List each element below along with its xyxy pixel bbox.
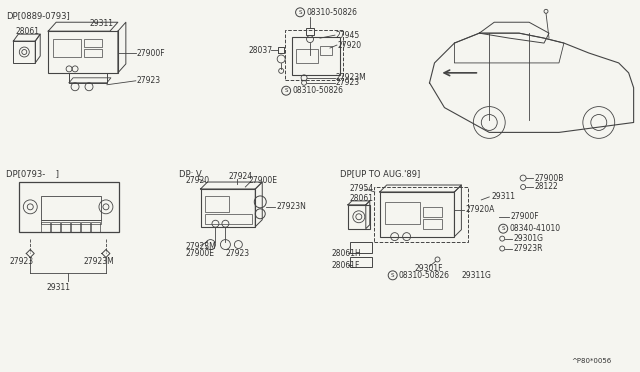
Bar — [61, 222, 70, 232]
Text: DP[0889-0793]: DP[0889-0793] — [6, 11, 70, 20]
Text: 29301G: 29301G — [513, 234, 543, 243]
Text: 27923N: 27923N — [276, 202, 306, 211]
Bar — [422, 207, 442, 217]
Text: 27923M: 27923M — [186, 242, 216, 251]
Bar — [19, 182, 119, 232]
Bar — [385, 202, 420, 224]
Text: DP[0793-    ]: DP[0793- ] — [6, 170, 60, 179]
Bar — [71, 222, 80, 232]
Text: 08310-50826: 08310-50826 — [306, 8, 357, 17]
Text: S: S — [391, 273, 394, 278]
Text: 27945: 27945 — [336, 31, 360, 40]
Text: 27923R: 27923R — [513, 244, 543, 253]
Bar — [350, 241, 372, 253]
Text: 29311: 29311 — [492, 192, 515, 201]
Bar — [205, 196, 229, 212]
Text: 29311G: 29311G — [461, 271, 492, 280]
Text: 27900B: 27900B — [534, 174, 563, 183]
Text: 29311: 29311 — [89, 19, 113, 28]
Text: DP[UP TO AUG.'89]: DP[UP TO AUG.'89] — [340, 170, 420, 179]
Bar — [306, 28, 314, 35]
Text: 27920: 27920 — [186, 176, 210, 185]
Text: 27900E: 27900E — [248, 176, 277, 185]
Text: 27900F: 27900F — [137, 48, 165, 58]
Bar — [51, 222, 60, 232]
Bar — [374, 187, 468, 241]
Bar — [296, 49, 318, 63]
Text: 28061H: 28061H — [332, 249, 362, 258]
Text: 28061: 28061 — [15, 27, 39, 36]
Text: DP: V: DP: V — [179, 170, 202, 179]
Bar — [422, 219, 442, 229]
Text: 28122: 28122 — [534, 183, 558, 192]
Bar — [205, 214, 252, 224]
Bar — [84, 49, 102, 57]
Text: 28061: 28061 — [350, 195, 374, 203]
Text: 29301F: 29301F — [415, 264, 443, 273]
Text: 27923: 27923 — [225, 249, 250, 258]
Text: ^P80*0056: ^P80*0056 — [571, 358, 611, 364]
Bar — [320, 46, 332, 55]
Bar — [13, 41, 35, 63]
Text: 08340-41010: 08340-41010 — [509, 224, 560, 233]
Bar — [53, 39, 81, 57]
Text: 28037: 28037 — [248, 45, 273, 55]
Bar — [348, 205, 370, 229]
Text: 08310-50826: 08310-50826 — [399, 271, 450, 280]
Bar — [84, 39, 102, 47]
Bar — [41, 196, 101, 220]
Bar — [41, 222, 50, 232]
Text: 28061F: 28061F — [332, 261, 360, 270]
Text: 27900E: 27900E — [186, 249, 214, 258]
Text: 29311: 29311 — [46, 283, 70, 292]
Text: S: S — [284, 88, 288, 93]
Bar — [69, 73, 107, 83]
Bar — [41, 220, 101, 224]
Bar — [292, 37, 340, 75]
Text: 27923: 27923 — [137, 76, 161, 85]
Text: 27923M: 27923M — [83, 257, 114, 266]
Text: 27923: 27923 — [336, 78, 360, 87]
Text: 27923M: 27923M — [336, 73, 367, 82]
Text: 27923: 27923 — [10, 257, 33, 266]
Bar — [380, 192, 454, 237]
Bar — [91, 222, 100, 232]
Text: 27920A: 27920A — [465, 205, 495, 214]
Bar — [285, 30, 343, 80]
Text: 27954: 27954 — [350, 185, 374, 193]
Text: 27920: 27920 — [338, 41, 362, 49]
Bar — [48, 31, 118, 73]
Bar — [81, 222, 90, 232]
Text: 27924: 27924 — [228, 171, 253, 180]
Text: S: S — [298, 10, 302, 15]
Bar — [200, 189, 255, 227]
Text: S: S — [502, 226, 505, 231]
Text: 08310-50826: 08310-50826 — [292, 86, 343, 95]
Text: 27900F: 27900F — [510, 212, 539, 221]
Bar — [350, 257, 372, 267]
